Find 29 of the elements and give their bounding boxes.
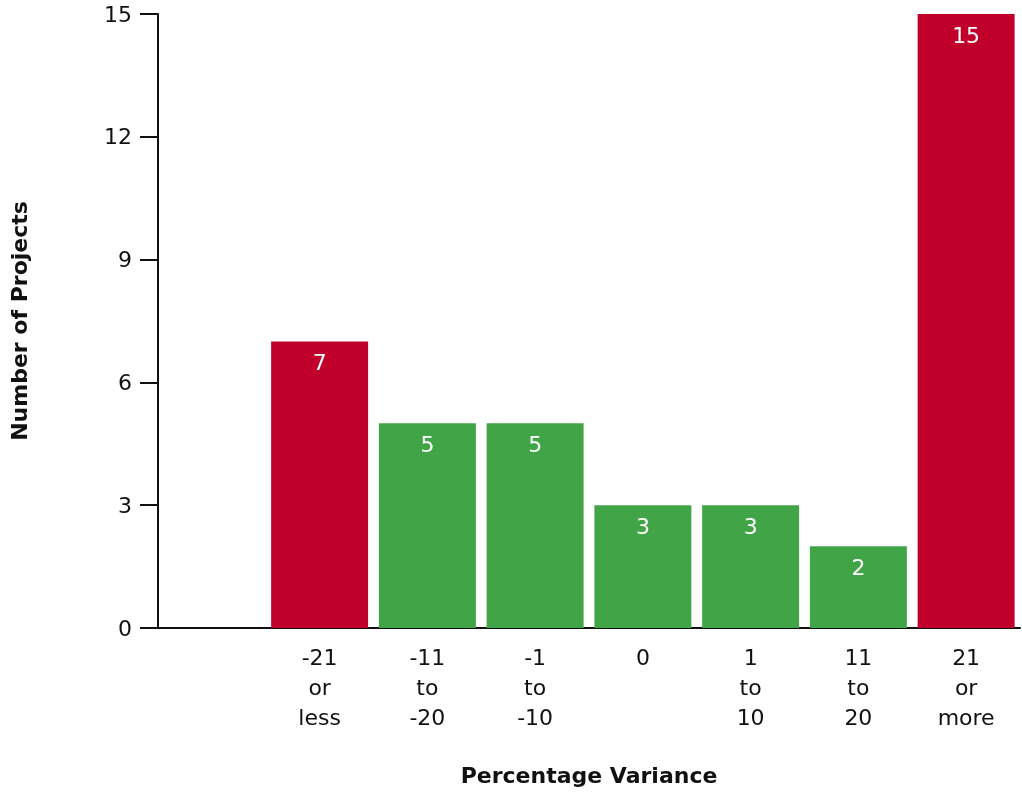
data-label: 5 [420,431,435,457]
data-label: 3 [635,513,650,539]
x-tick-label: 11 to 20 [844,644,873,730]
x-axis-title: Percentage Variance [460,762,718,788]
bar [378,423,476,628]
x-tick-label: 21 or more [937,644,995,730]
x-tick-label: 0 [635,644,650,670]
x-tick-label: 1 to 10 [736,644,765,730]
x-tick-label: -11 to -20 [409,644,446,730]
x-tick-label: -21 or less [298,644,341,730]
data-label: 15 [952,22,981,48]
y-tick-label: 9 [118,247,132,273]
y-tick-label: 3 [118,492,132,518]
y-tick-label: 12 [104,124,132,150]
bar [702,505,800,628]
data-label: 2 [851,554,866,580]
y-tick-label: 6 [118,369,132,395]
data-label: 7 [312,349,327,375]
x-tick-label: -1 to -10 [517,644,554,730]
y-tick-label: 0 [118,615,132,641]
bar [594,505,692,628]
bar [917,14,1015,628]
bar [486,423,584,628]
bar [271,341,369,628]
bar [809,546,907,628]
data-label: 5 [528,431,543,457]
data-label: 3 [743,513,758,539]
y-axis-title: Number of Projects [6,201,32,441]
y-tick-label: 15 [104,1,132,27]
